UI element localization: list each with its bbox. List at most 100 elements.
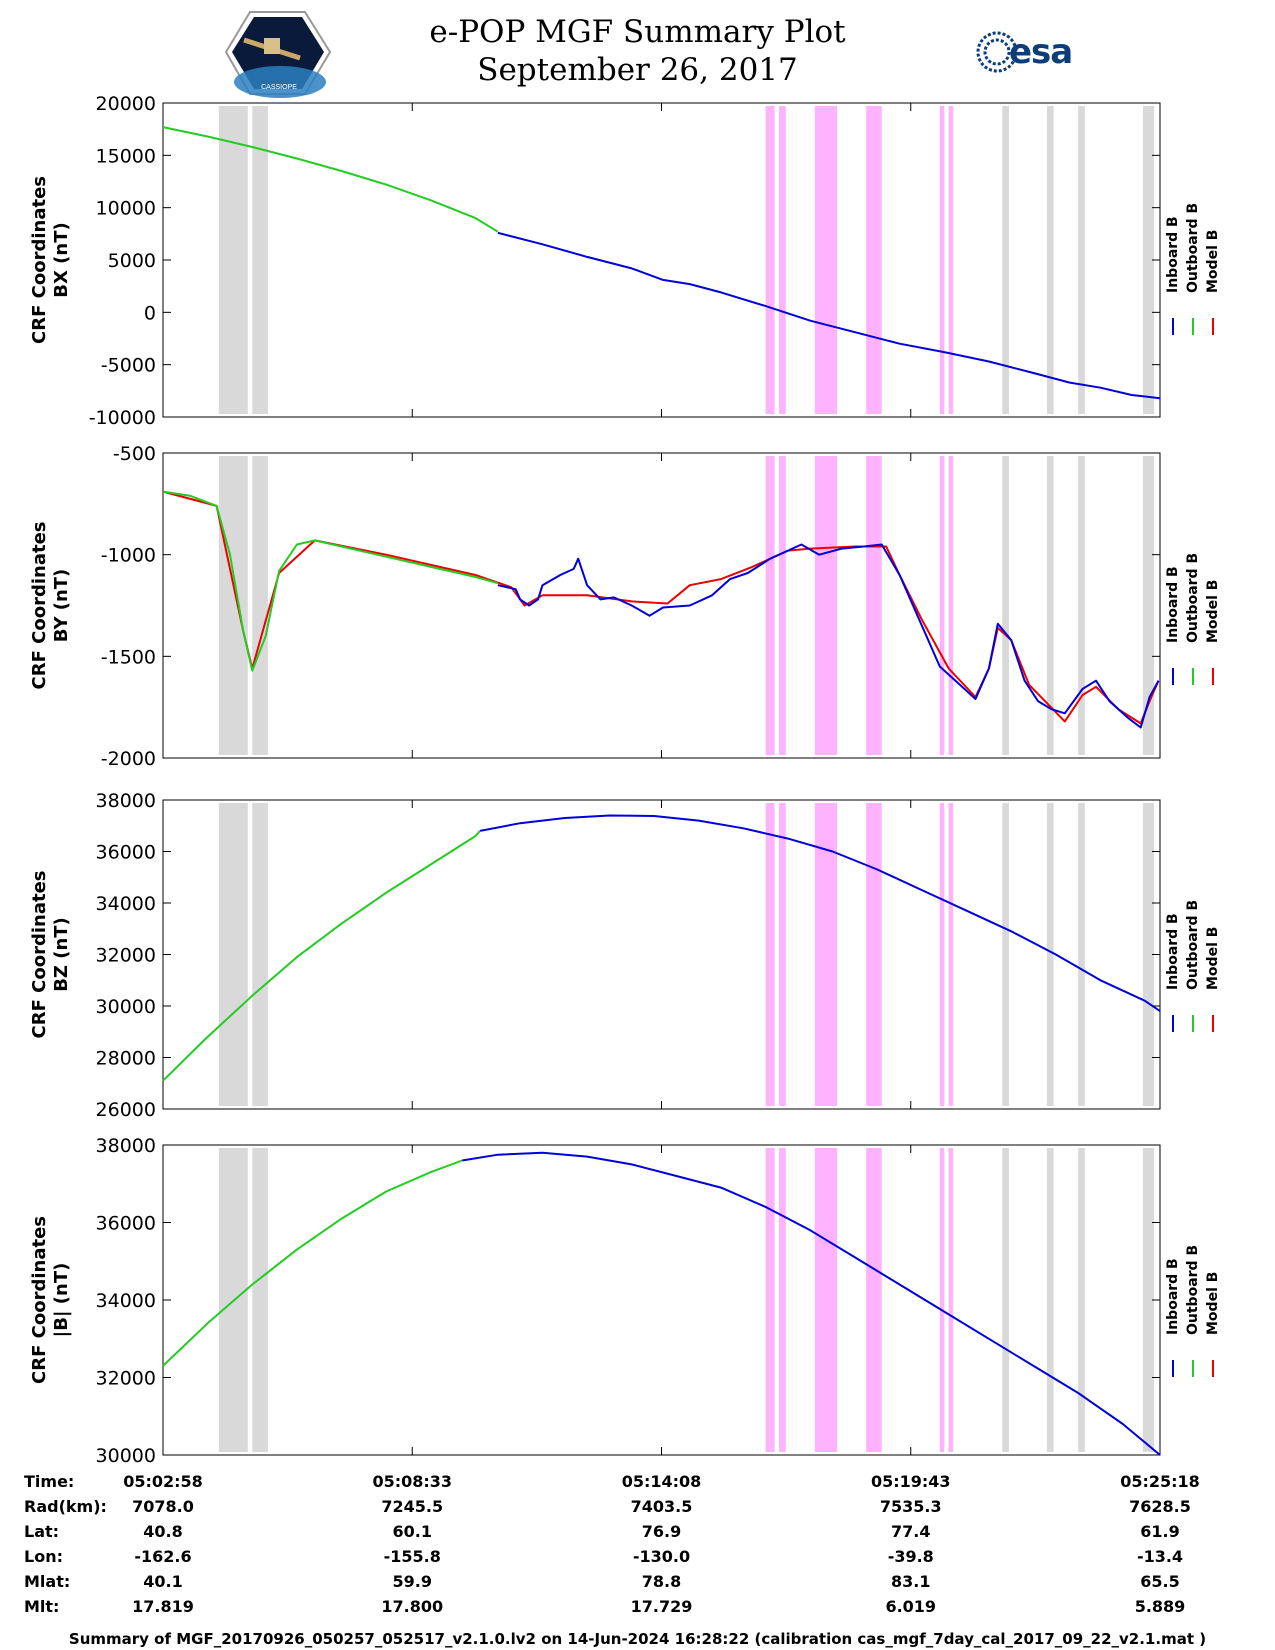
pink-band-3-1 [779, 1148, 786, 1452]
pink-band-2-1 [779, 803, 786, 1106]
pink-band-1-5 [948, 456, 954, 755]
ephemeris-cell-1-4: 59.9 [393, 1572, 432, 1591]
ephemeris-label-5: Mlt: [24, 1597, 59, 1616]
legend-label-3-2: Model B [1205, 1272, 1221, 1335]
ylabel-0: CRF Coordinates BX (nT) [29, 176, 72, 344]
gray-band-2-2 [1002, 803, 1009, 1106]
ephemeris-cell-4-2: 61.9 [1140, 1522, 1179, 1541]
pink-band-0-1 [779, 106, 786, 414]
gray-band-3-4 [1078, 1148, 1085, 1452]
pink-band-0-5 [948, 106, 954, 414]
outboard-series-0 [162, 126, 499, 233]
inboard-series-1 [497, 543, 1160, 729]
pink-band-2-2 [814, 803, 838, 1106]
legend-label-2-0: Inboard B [1165, 913, 1181, 990]
outboard-series-3 [162, 1159, 463, 1367]
model-series-1 [162, 490, 1160, 725]
ylabel-line-0-1: BX (nT) [51, 222, 72, 297]
ytick-label-2-3: 32000 [96, 945, 156, 967]
outboard-series-1 [162, 490, 499, 672]
inboard-series-2 [479, 814, 1161, 1012]
esa-logo-text: esa [1009, 32, 1073, 72]
pink-band-2-4 [939, 803, 945, 1106]
ylabel-line-1-0: CRF Coordinates [29, 522, 50, 690]
ytick-label-2-2: 34000 [96, 893, 156, 915]
gray-band-2-3 [1046, 803, 1054, 1106]
ytick-label-2-0: 38000 [96, 790, 156, 812]
ytick-label-0-1: 15000 [96, 145, 156, 167]
ephemeris-cell-3-5: 6.019 [885, 1597, 936, 1616]
pink-band-3-0 [765, 1148, 775, 1452]
pink-band-1-4 [939, 456, 945, 755]
legend-label-1-1: Outboard B [1185, 553, 1201, 643]
gray-band-3-1 [252, 1148, 268, 1452]
ephemeris-cell-3-4: 83.1 [891, 1572, 930, 1591]
ylabel-line-3-1: |B| (nT) [51, 1263, 72, 1338]
pink-band-0-4 [939, 106, 945, 414]
panel-frame-3 [162, 1144, 1161, 1456]
pink-band-0-0 [765, 106, 775, 414]
ylabel-line-3-0: CRF Coordinates [29, 1216, 50, 1384]
pink-band-3-3 [866, 1148, 882, 1452]
ytick-label-0-0: 20000 [96, 93, 156, 115]
ytick-label-0-6: -10000 [89, 407, 156, 429]
ephemeris-cell-2-5: 17.729 [631, 1597, 693, 1616]
gray-band-0-0 [218, 106, 248, 414]
ephemeris-cell-1-5: 17.800 [381, 1597, 443, 1616]
gray-band-2-5 [1142, 803, 1155, 1106]
gray-band-0-2 [1002, 106, 1009, 414]
ytick-label-1-1: -1000 [101, 545, 156, 567]
gray-band-0-4 [1078, 106, 1085, 414]
ylabel-line-2-1: BZ (nT) [51, 917, 72, 992]
cassiope-logo: CASSIOPE [224, 11, 332, 98]
legend-label-2-1: Outboard B [1185, 900, 1201, 990]
ephemeris-cell-3-2: 77.4 [891, 1522, 930, 1541]
legend-label-2-2: Model B [1205, 927, 1221, 990]
ephemeris-cell-2-1: 7403.5 [631, 1497, 693, 1516]
plot-date: September 26, 2017 [477, 52, 798, 88]
ytick-label-3-2: 34000 [96, 1290, 156, 1312]
ylabel-line-0-0: CRF Coordinates [29, 176, 50, 344]
ytick-label-2-4: 30000 [96, 996, 156, 1018]
ytick-label-3-1: 36000 [96, 1213, 156, 1235]
ephemeris-cell-4-1: 7628.5 [1129, 1497, 1191, 1516]
gray-band-2-1 [252, 803, 268, 1106]
ytick-label-1-0: -500 [113, 443, 156, 465]
gray-band-1-2 [1002, 456, 1009, 755]
legend-label-3-0: Inboard B [1165, 1258, 1181, 1335]
ephemeris-cell-0-4: 40.1 [143, 1572, 182, 1591]
pink-band-1-3 [866, 456, 882, 755]
ephemeris-cell-4-4: 65.5 [1140, 1572, 1179, 1591]
ephemeris-cell-3-1: 7535.3 [880, 1497, 942, 1516]
ephemeris-label-2: Lat: [24, 1522, 59, 1541]
panel-frame-1 [162, 452, 1161, 759]
ephemeris-cell-3-3: -39.8 [888, 1547, 934, 1566]
ephemeris-label-1: Rad(km): [24, 1497, 107, 1516]
pink-band-2-3 [866, 803, 882, 1106]
legend-label-1-2: Model B [1205, 580, 1221, 643]
pink-band-0-3 [866, 106, 882, 414]
gray-band-2-0 [218, 803, 248, 1106]
ytick-label-3-0: 38000 [96, 1135, 156, 1157]
panel-frame-0 [162, 102, 1161, 418]
gray-band-1-5 [1142, 456, 1155, 755]
legend-2: Inboard B Outboard B Model B [1165, 900, 1221, 1032]
ephemeris-cell-2-0: 05:14:08 [622, 1472, 702, 1491]
ytick-label-2-1: 36000 [96, 842, 156, 864]
inboard-series-3 [461, 1151, 1161, 1456]
outboard-series-2 [162, 830, 481, 1082]
ylabel-1: CRF Coordinates BY (nT) [29, 522, 72, 690]
gray-band-3-2 [1002, 1148, 1009, 1452]
ephemeris-cell-0-3: -162.6 [134, 1547, 191, 1566]
legend-label-0-2: Model B [1205, 230, 1221, 293]
ephemeris-cell-0-0: 05:02:58 [123, 1472, 203, 1491]
pink-band-1-0 [765, 456, 775, 755]
ytick-label-2-5: 28000 [96, 1048, 156, 1070]
pink-band-1-1 [779, 456, 786, 755]
ylabel-line-1-1: BY (nT) [51, 569, 72, 643]
legend-label-0-0: Inboard B [1165, 216, 1181, 293]
ephemeris-cell-4-3: -13.4 [1137, 1547, 1183, 1566]
pink-band-3-5 [948, 1148, 954, 1452]
ytick-label-3-3: 32000 [96, 1368, 156, 1390]
ephemeris-cell-0-2: 40.8 [143, 1522, 182, 1541]
